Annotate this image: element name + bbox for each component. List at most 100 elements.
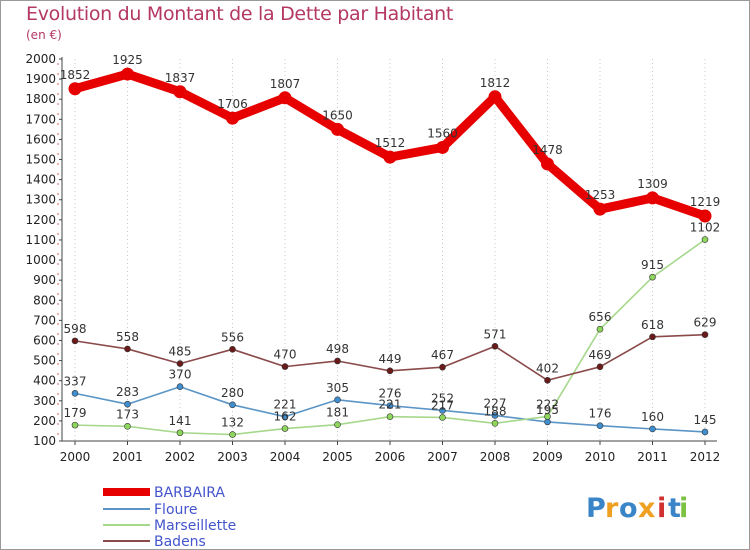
data-label: 469	[589, 348, 612, 362]
x-tick-label: 2008	[480, 450, 511, 464]
data-point	[386, 367, 394, 375]
data-point	[121, 67, 134, 81]
data-point	[491, 343, 499, 350]
data-label: 145	[694, 413, 717, 427]
data-point	[439, 414, 446, 421]
data-label: 598	[64, 322, 87, 336]
data-label: 221	[379, 398, 402, 412]
data-label: 915	[641, 258, 664, 272]
data-point	[544, 418, 551, 426]
data-point	[281, 425, 289, 432]
grid-lines	[74, 59, 706, 441]
data-label: 280	[221, 386, 244, 400]
data-point	[176, 429, 184, 437]
y-tick-label: 1800	[25, 92, 56, 106]
data-label: 181	[326, 406, 349, 420]
data-point	[229, 346, 236, 353]
data-label: 176	[589, 407, 612, 421]
data-point	[331, 122, 344, 136]
x-tick-label: 2006	[375, 450, 406, 464]
data-label: 305	[326, 381, 349, 395]
data-label: 485	[169, 345, 192, 359]
data-label: 283	[116, 385, 139, 399]
axes: 100 200 300 400 500 600 700 800 900 1000 1100 1200 1…	[25, 52, 720, 464]
data-point	[124, 400, 131, 408]
data-point	[544, 413, 551, 420]
data-label: 162	[274, 410, 297, 424]
y-tick-label: 2000	[25, 52, 56, 66]
data-label: 1650	[322, 108, 353, 122]
data-point	[334, 357, 341, 365]
data-label: 1812	[480, 76, 511, 90]
data-label: 195	[536, 403, 559, 417]
y-tick-label: 400	[33, 374, 56, 388]
y-tick-label: 500	[33, 354, 56, 368]
x-tick-label: 2001	[112, 450, 143, 464]
data-label: 370	[169, 368, 192, 382]
data-point	[281, 363, 289, 370]
data-labels: 337 283 370 280 221 305 276 252 227 195 176 160 145 1…	[60, 53, 721, 429]
data-label: 449	[379, 352, 402, 366]
y-tick-label: 1000	[25, 253, 56, 267]
x-tick-label: 2002	[165, 450, 196, 464]
data-point	[541, 157, 554, 171]
legend-label: Badens	[154, 534, 206, 550]
data-point	[596, 363, 604, 371]
data-label: 252	[431, 391, 454, 405]
data-label: 1807	[270, 77, 301, 91]
data-point	[334, 421, 341, 429]
y-tick-label: 1500	[25, 153, 56, 167]
y-tick-label: 800	[33, 293, 56, 307]
y-tick-label: 1400	[25, 173, 56, 187]
data-point	[544, 376, 551, 384]
logo-letter: i	[679, 493, 688, 524]
data-label: 141	[169, 414, 192, 428]
data-point	[439, 363, 446, 371]
data-label: 656	[589, 310, 612, 324]
x-tick-label: 2009	[532, 450, 563, 464]
data-point	[701, 236, 709, 243]
data-label: 470	[274, 348, 297, 362]
data-label: 1253	[585, 188, 616, 202]
chart-subtitle: (en €)	[26, 28, 62, 42]
data-label: 558	[116, 330, 139, 344]
data-point	[646, 191, 659, 205]
data-point	[491, 412, 499, 419]
data-point	[71, 390, 79, 397]
data-label: 217	[431, 398, 454, 412]
data-point	[229, 431, 236, 438]
data-label: 1512	[375, 136, 406, 150]
data-point	[71, 421, 79, 429]
data-point	[386, 402, 394, 409]
data-label: 629	[694, 316, 717, 330]
data-point	[649, 425, 656, 433]
data-point	[383, 150, 397, 164]
y-tick-label: 1600	[25, 132, 56, 146]
data-label: 571	[484, 327, 507, 341]
data-label: 1560	[427, 126, 458, 140]
data-point	[68, 82, 82, 96]
y-tick-label: 100	[33, 434, 56, 448]
y-tick-label: 700	[33, 313, 56, 327]
data-point	[593, 202, 607, 216]
data-point	[698, 209, 712, 223]
data-point	[176, 360, 184, 367]
data-point	[701, 428, 709, 436]
series-layer	[68, 67, 712, 438]
y-tick-label: 300	[33, 394, 56, 408]
data-label: 1925	[112, 53, 143, 67]
data-label: 556	[221, 330, 244, 344]
data-point	[229, 401, 236, 409]
y-tick-label: 1700	[25, 112, 56, 126]
data-label: 1309	[637, 177, 668, 191]
data-label: 222	[536, 397, 559, 411]
data-label: 227	[484, 396, 507, 410]
y-tick-label: 600	[33, 333, 56, 347]
data-point	[71, 337, 79, 345]
x-tick-label: 2012	[690, 450, 721, 464]
x-tick-label: 2005	[322, 450, 353, 464]
data-point	[124, 345, 131, 353]
data-point	[596, 422, 604, 430]
